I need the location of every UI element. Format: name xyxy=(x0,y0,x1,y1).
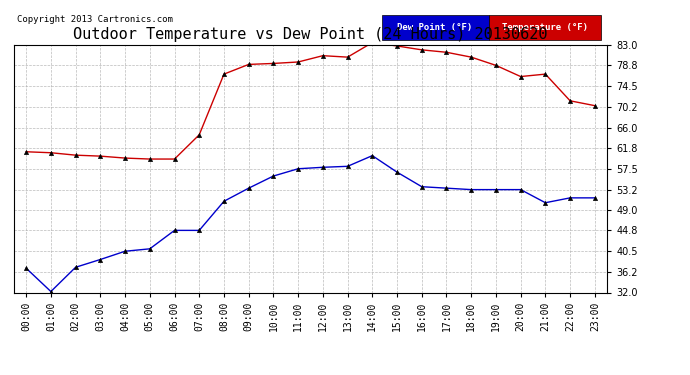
FancyBboxPatch shape xyxy=(489,15,601,40)
Title: Outdoor Temperature vs Dew Point (24 Hours) 20130620: Outdoor Temperature vs Dew Point (24 Hou… xyxy=(73,27,548,42)
Text: Temperature (°F): Temperature (°F) xyxy=(502,23,588,32)
FancyBboxPatch shape xyxy=(382,15,489,40)
Text: Copyright 2013 Cartronics.com: Copyright 2013 Cartronics.com xyxy=(17,15,172,24)
Text: Dew Point (°F): Dew Point (°F) xyxy=(397,23,473,32)
